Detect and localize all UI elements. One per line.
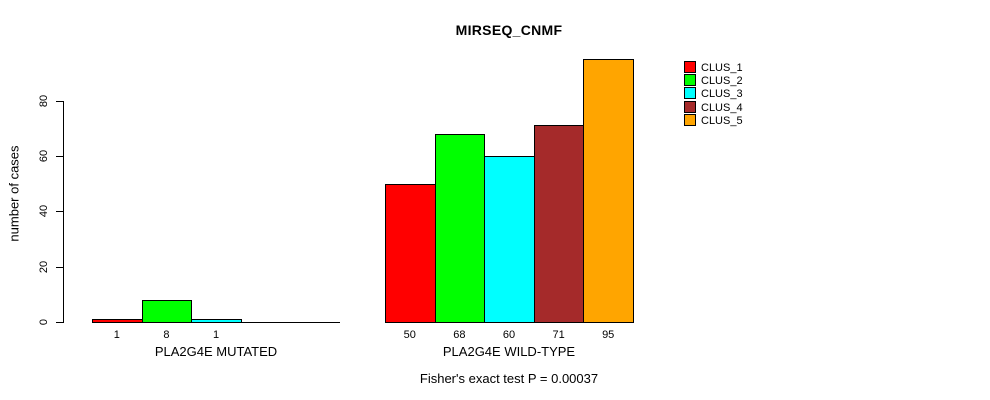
y-axis-line [63, 100, 64, 323]
bar-value-label: 95 [602, 329, 615, 341]
bar-value-label: 1 [212, 329, 220, 341]
clus-4-legend-label: CLUS_4 [701, 101, 743, 114]
bar-value-label: 60 [502, 329, 516, 341]
chart-title: MIRSEQ_CNMF [455, 22, 563, 38]
clus-1-legend-swatch [684, 61, 696, 73]
clus-2-bar [434, 133, 486, 323]
y-axis-tick [56, 266, 63, 268]
clus-2-legend-label: CLUS_2 [701, 75, 743, 88]
clus-4-legend-swatch [684, 100, 696, 113]
bar-value-label: 71 [552, 329, 565, 341]
clus-2-bar [141, 299, 193, 323]
clus-1-bar [92, 319, 143, 323]
group-label: PLA2G4E MUTATED [154, 344, 278, 359]
y-tick-label: 80 [38, 94, 50, 107]
clus-5-bar [583, 59, 634, 323]
clus-1-bar [385, 183, 436, 323]
bar-value-label: 1 [113, 329, 120, 341]
y-axis-tick [56, 211, 63, 213]
y-tick-label: 0 [38, 318, 50, 326]
bar-value-label: 68 [453, 329, 466, 341]
bar-value-label: 8 [163, 329, 170, 341]
y-axis-tick [56, 322, 63, 323]
bar-value-label: 50 [403, 329, 416, 341]
y-tick-label: 20 [38, 260, 50, 273]
clus-5-legend-swatch [684, 113, 696, 126]
y-axis-label: number of cases [6, 145, 22, 242]
clus-2-legend-swatch [684, 74, 696, 87]
clus-1-legend-label: CLUS_1 [701, 62, 743, 74]
y-axis-tick [56, 155, 63, 157]
clus-3-legend-swatch [684, 87, 696, 100]
clus-3-bar [484, 155, 535, 323]
clus-3-legend-label: CLUS_3 [701, 88, 743, 101]
clus-3-bar [191, 319, 242, 323]
fisher-test-annotation: Fisher's exact test P = 0.00037 [419, 371, 599, 386]
clus-4-bar [533, 125, 585, 323]
y-tick-label: 60 [38, 149, 50, 163]
clus-5-legend-label: CLUS_5 [701, 114, 743, 127]
y-axis-tick [56, 100, 63, 102]
group-label: PLA2G4E WILD-TYPE [442, 344, 576, 359]
y-tick-label: 40 [38, 205, 50, 218]
